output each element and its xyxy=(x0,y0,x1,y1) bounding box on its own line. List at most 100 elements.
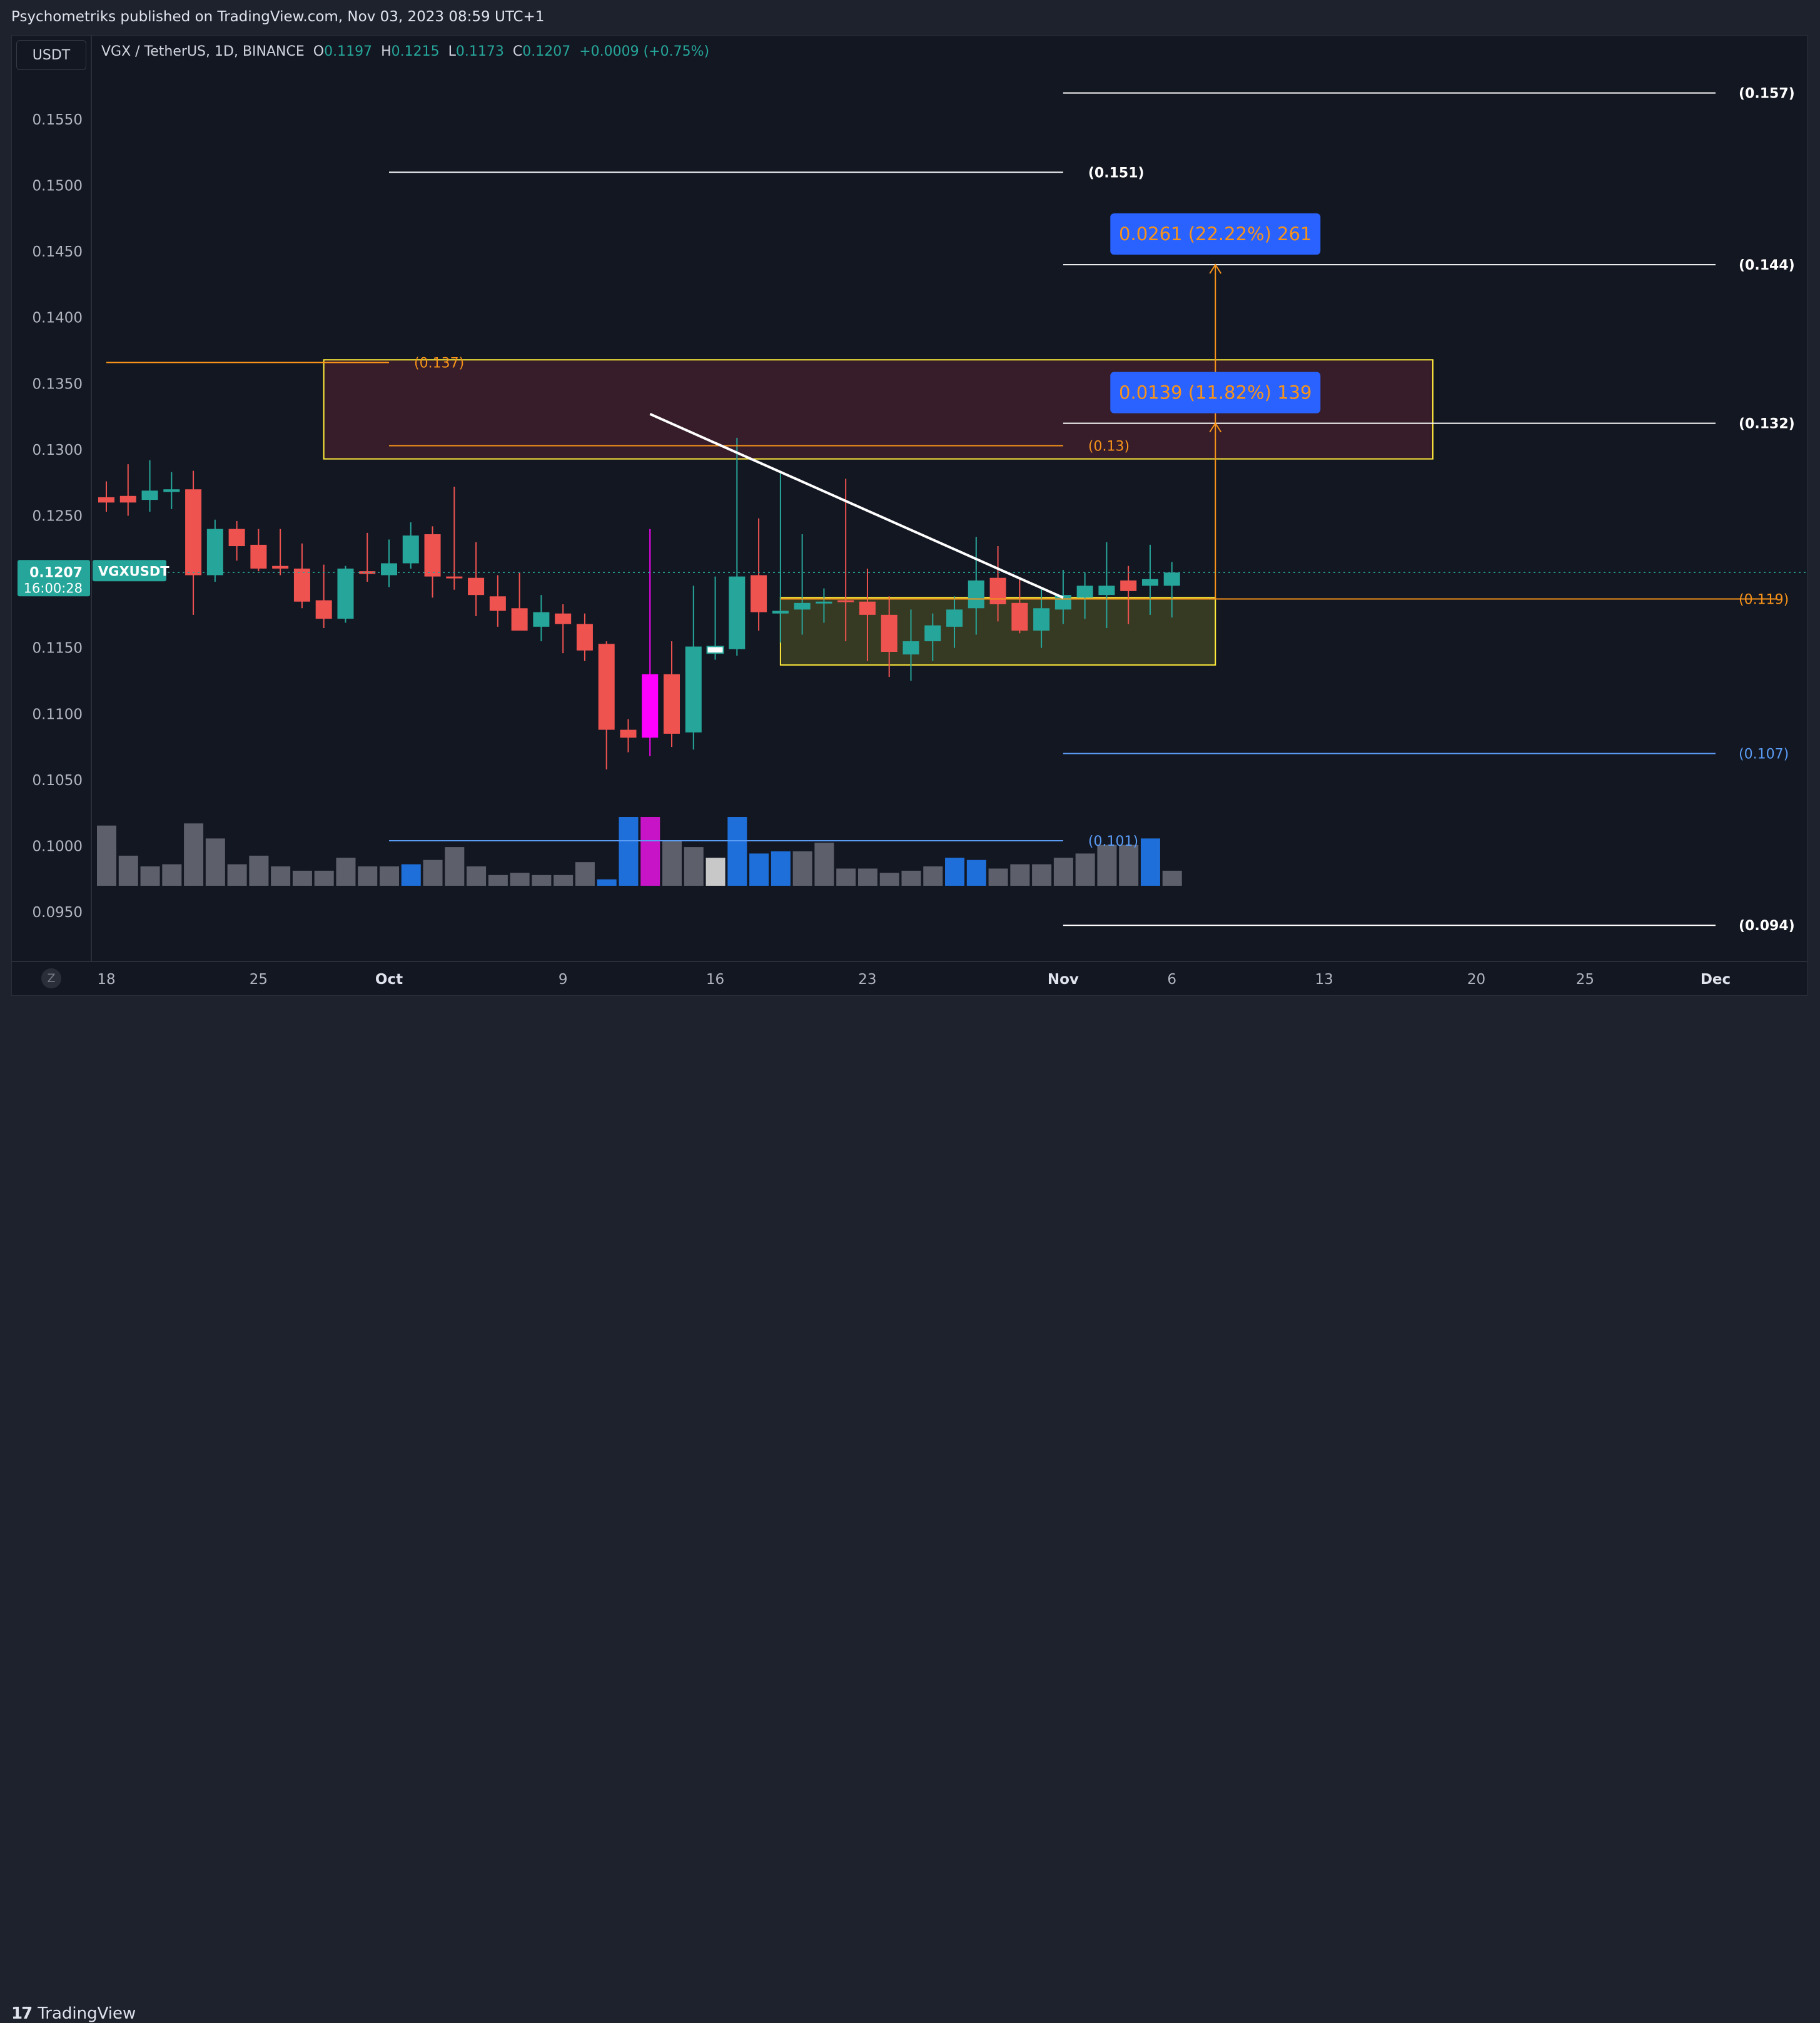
volume-bar xyxy=(988,868,1008,886)
measure-arrowhead xyxy=(1209,422,1222,433)
level-label: (0.157) xyxy=(1739,86,1795,102)
level-label: (0.13) xyxy=(1088,439,1130,455)
chart-canvas[interactable]: 0.1550 0.1500 0.1450 0.1400 0.1350 0.1300 0.12… xyxy=(0,0,1820,1040)
candle-body xyxy=(206,529,223,575)
price-badge-value: 0.1207 xyxy=(29,565,83,581)
volume-bar xyxy=(901,870,921,886)
volume-bar xyxy=(445,847,465,886)
volume-bar xyxy=(1097,844,1117,886)
price-badge xyxy=(18,560,90,597)
z-button[interactable]: Z xyxy=(41,968,61,988)
volume-bar xyxy=(292,870,312,886)
tradingview-brand[interactable]: 17 TradingView xyxy=(11,2004,136,2023)
candle-body xyxy=(337,568,354,619)
volume-bar xyxy=(249,855,269,886)
level-label: (0.137) xyxy=(414,355,464,371)
y-tick-label: 0.1050 xyxy=(33,773,83,789)
candle-body xyxy=(794,602,811,610)
x-tick-label: 6 xyxy=(1167,971,1176,988)
level-label: (0.151) xyxy=(1088,165,1145,181)
x-tick-label: 23 xyxy=(858,971,876,988)
volume-bar xyxy=(1162,870,1182,886)
chart-legend: VGX / TetherUS, 1D, BINANCE O0.1197 H0.1… xyxy=(101,44,709,59)
candle-body xyxy=(402,535,419,564)
level-label: (0.144) xyxy=(1739,258,1795,273)
volume-bar xyxy=(488,875,508,886)
volume-bar xyxy=(662,840,682,886)
candle-body xyxy=(185,489,202,575)
legend-symbol: VGX / TetherUS, 1D, BINANCE xyxy=(101,44,305,59)
currency-button[interactable]: USDT xyxy=(16,40,86,70)
volume-bar xyxy=(336,858,356,886)
candle-body xyxy=(489,596,506,611)
candle-body xyxy=(359,571,376,574)
candle-body xyxy=(902,641,919,655)
candle-body xyxy=(751,575,767,612)
measure-label: 0.0139 (11.82%) 139 xyxy=(1119,382,1312,403)
volume-bar xyxy=(945,858,965,886)
x-tick-label: Oct xyxy=(375,971,403,988)
candle-body xyxy=(1011,602,1028,631)
symbol-badge-label: VGXUSDT xyxy=(98,564,169,579)
y-tick-label: 0.1250 xyxy=(33,508,83,524)
y-tick-label: 0.1100 xyxy=(33,706,83,722)
level-label: (0.107) xyxy=(1739,747,1789,763)
candle-body xyxy=(837,600,854,602)
header-bar: Psychometriks published on TradingView.c… xyxy=(0,0,1820,35)
volume-bar xyxy=(97,825,116,886)
volume-bar xyxy=(575,862,595,886)
candle-body xyxy=(446,576,463,579)
candle-body xyxy=(533,612,550,627)
x-tick-label: Nov xyxy=(1048,971,1079,988)
candle-body xyxy=(924,625,941,642)
candle-body xyxy=(293,568,310,602)
volume-bar xyxy=(467,866,487,886)
legend-low: L0.1173 xyxy=(448,44,504,59)
volume-bar xyxy=(1119,844,1139,886)
volume-bar xyxy=(814,843,834,886)
candle-body xyxy=(119,495,136,503)
volume-bar xyxy=(727,817,747,886)
x-tick-label: 9 xyxy=(559,971,568,988)
y-tick-label: 0.0950 xyxy=(33,905,83,921)
candle-body xyxy=(772,611,789,614)
x-tick-label: 18 xyxy=(97,971,115,988)
legend-change: +0.0009 (+0.75%) xyxy=(579,44,710,59)
volume-bar xyxy=(510,873,530,886)
volume-bar xyxy=(1032,864,1052,886)
candle-body xyxy=(555,613,572,624)
x-tick-label: 20 xyxy=(1467,971,1485,988)
candle-body xyxy=(98,497,114,503)
candle-body xyxy=(1098,586,1115,596)
volume-bar xyxy=(271,866,291,886)
y-tick-label: 0.1350 xyxy=(33,376,83,392)
volume-bar xyxy=(749,853,769,886)
volume-bar xyxy=(879,873,899,886)
candle-body xyxy=(1033,608,1050,631)
brand-name: TradingView xyxy=(38,2004,136,2023)
volume-bar xyxy=(684,847,704,886)
legend-close: C0.1207 xyxy=(512,44,571,59)
y-tick-label: 0.1500 xyxy=(33,178,83,194)
y-tick-label: 0.1550 xyxy=(33,112,83,128)
level-label: (0.094) xyxy=(1739,918,1795,934)
volume-bar xyxy=(358,866,378,886)
candle-body xyxy=(1076,586,1093,598)
level-label: (0.132) xyxy=(1739,417,1795,432)
volume-bar xyxy=(1140,838,1160,886)
candle-body xyxy=(729,576,746,649)
level-label: (0.101) xyxy=(1088,834,1138,849)
volume-bar xyxy=(554,875,574,886)
chart-frame[interactable] xyxy=(11,35,1807,996)
measure-box xyxy=(1110,213,1321,255)
x-tick-label: 25 xyxy=(1576,971,1594,988)
candle-body xyxy=(315,600,332,619)
candle-body xyxy=(685,646,702,733)
candle-body xyxy=(511,608,528,631)
volume-bar xyxy=(705,858,725,886)
candle-body xyxy=(989,577,1006,604)
volume-bar xyxy=(314,870,334,886)
volume-bar xyxy=(923,866,943,886)
volume-bar xyxy=(401,864,421,886)
legend-open: O0.1197 xyxy=(313,44,373,59)
